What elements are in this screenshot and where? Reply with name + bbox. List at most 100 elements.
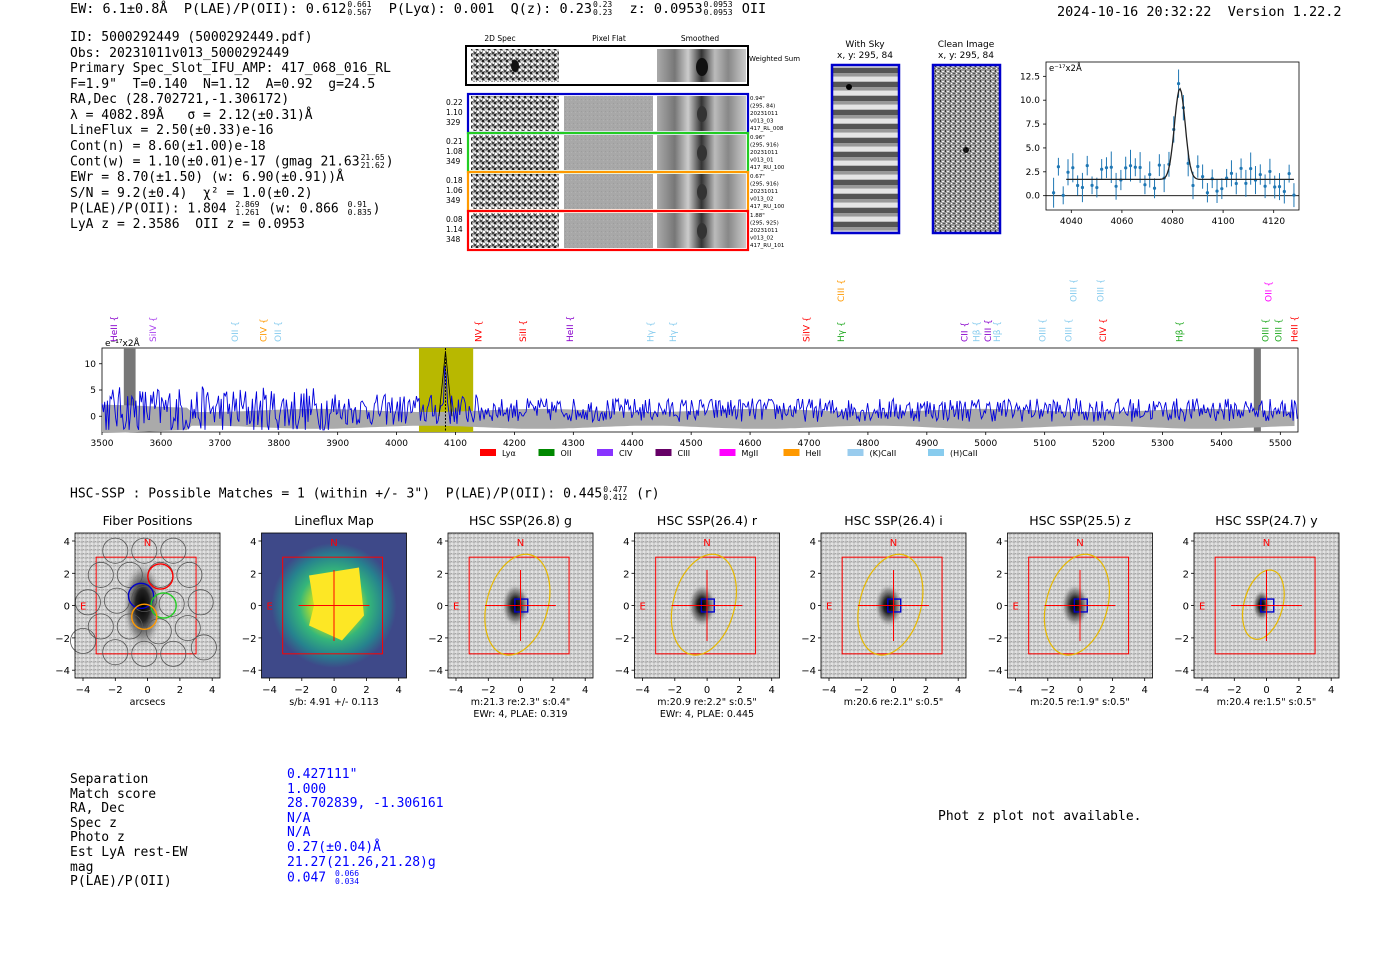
weighted-sum-row: Weighted Sum (465, 45, 800, 86)
search-box (468, 556, 570, 655)
hsc-ytick: 0 (250, 602, 256, 613)
legend-label: HeII (806, 449, 822, 458)
hsc-ytick: 0 (1183, 602, 1189, 613)
zoom-point (1157, 163, 1161, 167)
hsc-ytick: 2 (437, 569, 443, 580)
z-line: OII (741, 1, 767, 17)
zoom-point (1239, 166, 1243, 170)
spec2d-row-frame (466, 209, 750, 252)
zoom-point (1292, 193, 1296, 197)
info-plae-w-hi: 0.91 (347, 200, 367, 209)
search-box (1214, 556, 1316, 655)
header-meta: 2024-10-16 20:32:22 Version 1.22.2 (1057, 4, 1342, 20)
hsc-ytick: 2 (250, 569, 256, 580)
zoom-point (1066, 170, 1070, 174)
spec2d-row-meta: 20231011 (750, 111, 778, 117)
east-label: E (80, 602, 86, 613)
line-label: OIII { (1275, 318, 1285, 342)
search-box (95, 556, 197, 655)
hsc-caption-2: EWr: 4, PLAE: 0.319 (473, 709, 567, 720)
fiber-highlight (131, 603, 158, 631)
info-plae-hi: 2.869 (235, 200, 260, 209)
hsc-caption: m:21.3 re:2.3" s:0.4" (471, 697, 571, 708)
match-value: N/A (287, 810, 311, 826)
match-value: 21.27(21.26,21.28)g (287, 854, 436, 870)
zoom-point (1176, 82, 1181, 86)
hsc-group: Fiber Positions N E 4 2 0 −2 −4 −4 −2 0 2 4 arcsecs Li… (55, 513, 1340, 720)
zoom-point (1100, 167, 1104, 171)
line-label: SiII { (519, 320, 529, 342)
line-label: HeII { (110, 316, 120, 342)
aperture-ellipse (484, 553, 551, 656)
match-plae: 0.047 (287, 870, 327, 886)
spec-xtick: 4700 (798, 439, 821, 449)
line-label: OIII { (1038, 318, 1048, 342)
line-label: Hγ { (669, 321, 679, 342)
zoom-plot: e⁻¹⁷x2Å 12.5 10.0 7.5 5.0 2.5 0.0 4040 4060 408… (1020, 61, 1300, 227)
hsc-xtick: −4 (262, 685, 277, 696)
match-value: N/A (287, 825, 311, 841)
hsc-ytick: 2 (64, 569, 70, 580)
zoom-ytick: 12.5 (1020, 72, 1040, 82)
zoom-point (1191, 183, 1195, 188)
info-primary: Primary Spec_Slot_IFU_AMP: 417_068_016_R… (70, 61, 391, 76)
north-label: N (1076, 538, 1083, 549)
zoom-ytick: 10.0 (1020, 96, 1040, 106)
zoom-point (1128, 164, 1133, 168)
info-lyaz: LyA z = 2.3586 OII z = 0.0953 (70, 217, 305, 232)
hsc-ytick: 4 (623, 537, 629, 548)
spec-xtick: 5300 (1151, 439, 1174, 449)
info-plae: P(LAE)/P(OII): 1.804 2.869 1.261 (w: 0.86… (70, 201, 394, 217)
hsc-xtick: −4 (1195, 685, 1210, 696)
hsc-xtick: −2 (1040, 685, 1055, 696)
spec-legend: Lyα OII CIV CIII MgII HeII (K)CaII (H)CaII (480, 449, 977, 458)
hsc-xtick: −4 (635, 685, 650, 696)
spec-y-axis: 10 5 0 (85, 360, 102, 422)
north-label: N (517, 538, 524, 549)
hsc-ytick: −2 (801, 634, 816, 645)
spectrum-line (101, 365, 1298, 431)
hsc-title: HSC-SSP : Possible Matches = 1 (within +… (70, 486, 660, 502)
hsc-panel: HSC SSP(26.4) r N E 4 2 0 −2 −4 −4 −2 0 2 4 m:20.9 re… (615, 513, 780, 720)
search-box (1028, 556, 1130, 655)
east-label: E (640, 602, 646, 613)
hsc-ytick: 0 (64, 602, 70, 613)
full-spec-units: e⁻¹⁷x2Å (105, 337, 141, 349)
hsc-xtick: 0 (144, 685, 150, 696)
aperture-ellipse (1241, 569, 1285, 640)
zoom-fit-curve (1066, 87, 1294, 181)
plae-value: P(LAE)/P(OII): 0.612 (183, 1, 347, 17)
spec2d-row-stat: 1.14 (446, 225, 463, 234)
info-fparams: F=1.9" T=0.140 N=1.12 A=0.92 g=24.5 (70, 76, 376, 92)
zoom-point (1186, 161, 1190, 165)
fiber-circle (116, 561, 143, 588)
hsc-ytick: −2 (1174, 634, 1189, 645)
hsc-panel-title: HSC SSP(26.4) i (844, 513, 942, 528)
info-plae-w-lo: 0.835 (347, 208, 372, 217)
fiber-circle (145, 618, 172, 645)
zoom-ytick: 7.5 (1026, 120, 1040, 130)
hsc-caption: s/b: 4.91 +/- 0.113 (289, 697, 378, 708)
hsc-ytick: −2 (615, 634, 630, 645)
hsc-xtick: 2 (550, 685, 556, 696)
line-label: HeII { (1291, 316, 1301, 342)
photz-note: Phot z plot not available. (938, 809, 1142, 824)
hsc-xtick: −4 (449, 685, 464, 696)
hsc-panel-title: HSC SSP(26.8) g (469, 513, 572, 528)
hsc-xtick: −4 (1008, 685, 1023, 696)
line-label: HeII { (566, 316, 576, 342)
hsc-xtick: 4 (209, 685, 215, 696)
line-label: OII { (274, 321, 284, 342)
line-label: CIII { (837, 280, 847, 302)
hsc-plae: P(LAE)/P(OII): 0.445 (445, 486, 603, 502)
hsc-ytick: −4 (801, 666, 816, 677)
zoom-point (1229, 171, 1234, 175)
zoom-point (1201, 174, 1205, 179)
spec2d-row-stat: 0.18 (446, 176, 463, 185)
fiber-circle (131, 537, 158, 564)
hsc-caption: m:20.6 re:2.1" s:0.5" (844, 697, 944, 708)
hsc-ytick: −4 (1174, 666, 1189, 677)
zoom-point (1114, 184, 1118, 188)
zoom-point (1138, 165, 1142, 170)
